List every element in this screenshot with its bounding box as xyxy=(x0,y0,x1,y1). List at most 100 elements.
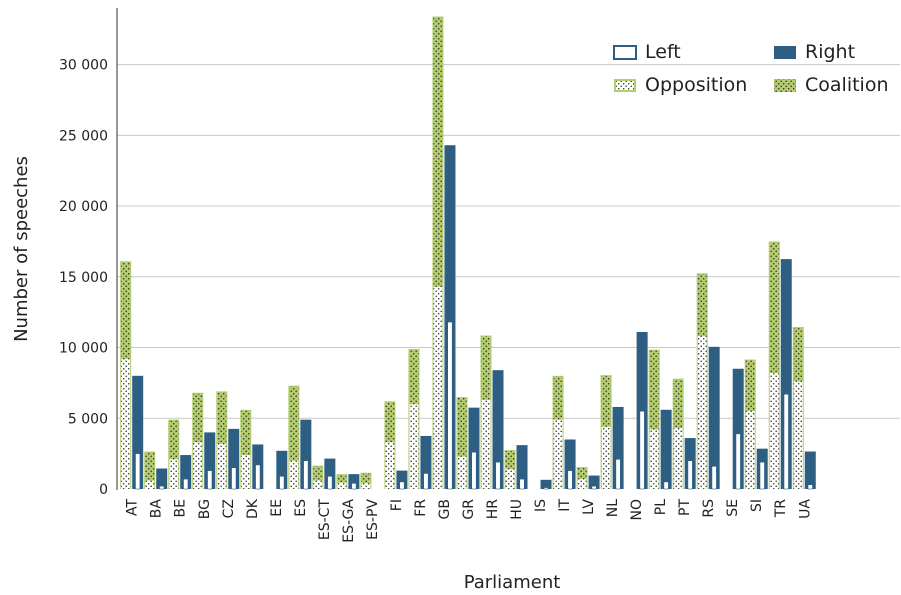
bar-right xyxy=(156,468,168,489)
x-tick-label: NL xyxy=(605,499,621,517)
y-tick-label: 0 xyxy=(99,482,108,498)
legend: Left Right Opposition Coalition xyxy=(613,41,889,96)
bar-right xyxy=(780,259,792,489)
bar-opposition xyxy=(289,460,299,489)
bar-coalition xyxy=(241,410,251,489)
bar-coalition xyxy=(337,475,347,489)
bar-left xyxy=(687,460,693,490)
x-tick-label: EE xyxy=(269,499,285,517)
bar-left xyxy=(519,478,525,490)
x-tick-labels: AT BA BE BG CZ DK EE ES ES-CT ES-GA ES-PV FI FR GB GR H… xyxy=(125,498,814,543)
bar-coalition xyxy=(577,468,587,489)
bar-right xyxy=(420,435,432,489)
bar-left xyxy=(759,461,765,490)
x-tick-label: NO xyxy=(629,499,645,521)
bar-opposition xyxy=(601,426,611,489)
bar-left xyxy=(543,487,549,490)
bar-right xyxy=(732,368,744,489)
bar-coalition xyxy=(361,473,371,489)
bar-left xyxy=(711,466,717,490)
bar-left xyxy=(591,485,597,490)
bar-opposition xyxy=(217,443,227,489)
bar-opposition xyxy=(121,358,131,489)
x-tick-label: TR xyxy=(773,499,789,519)
bar-right xyxy=(180,455,192,489)
bar-right xyxy=(300,419,312,489)
bar-right xyxy=(612,406,624,489)
bar-left xyxy=(183,478,189,490)
legend-label-opposition: Opposition xyxy=(645,74,747,96)
bar-left xyxy=(399,481,405,490)
x-tick-label: HU xyxy=(509,499,525,520)
bar-coalition xyxy=(193,393,203,489)
legend-item-left: Left xyxy=(613,41,681,63)
bar-left xyxy=(135,453,141,490)
bar-coalition xyxy=(457,398,467,489)
x-tick-label: ES xyxy=(293,499,309,517)
x-tick-label: ES-PV xyxy=(365,499,381,540)
bar-left xyxy=(807,484,813,490)
bar-opposition xyxy=(433,286,443,489)
bar-right xyxy=(492,370,504,489)
legend-swatch-coalition xyxy=(774,79,796,92)
legend-label-right: Right xyxy=(805,41,855,63)
bar-left xyxy=(231,467,237,490)
bar-left xyxy=(447,321,453,490)
x-tick-label: AT xyxy=(125,499,141,516)
x-tick-label: UA xyxy=(797,499,813,519)
x-tick-label: GB xyxy=(437,499,453,519)
bar-right xyxy=(804,451,816,489)
x-tick-label: BE xyxy=(173,499,189,517)
bar-left xyxy=(735,433,741,490)
bar-coalition xyxy=(649,350,659,489)
y-tick-label: 15 000 xyxy=(59,270,108,286)
bar-right xyxy=(588,475,600,489)
legend-swatch-left xyxy=(613,45,637,60)
x-tick-label: ES-CT xyxy=(317,499,333,541)
bar-coalition xyxy=(433,17,443,490)
x-tick-label: PL xyxy=(653,499,669,515)
legend-label-left: Left xyxy=(645,41,681,63)
bar-left xyxy=(567,470,573,490)
x-tick-label: BG xyxy=(197,499,213,519)
legend-swatch-opposition-dots xyxy=(616,81,634,90)
bar-right xyxy=(636,331,648,489)
bar-right xyxy=(540,479,552,489)
bar-opposition xyxy=(241,455,251,489)
bar-coalition xyxy=(769,242,779,489)
bar-left xyxy=(639,410,645,490)
y-tick-labels: 0 5 000 10 000 15 000 20 000 25 000 30 000 xyxy=(59,58,108,498)
bar-right xyxy=(708,346,720,489)
y-axis-title: Number of speeches xyxy=(11,156,32,342)
x-tick-label: SI xyxy=(749,499,765,512)
bar-coalition xyxy=(169,420,179,489)
bar-opposition xyxy=(361,483,371,489)
x-tick-label: IS xyxy=(533,499,549,512)
x-tick-label: FR xyxy=(413,499,429,517)
bar-left xyxy=(423,473,429,490)
bar-left xyxy=(207,470,213,490)
bar-left xyxy=(159,485,165,490)
y-tick-label: 10 000 xyxy=(59,341,108,357)
bar-opposition xyxy=(193,442,203,489)
bar-opposition xyxy=(577,479,587,489)
x-tick-label: BA xyxy=(149,499,165,519)
legend-item-coalition: Coalition xyxy=(774,74,889,96)
bar-coalition xyxy=(217,392,227,489)
bar-opposition xyxy=(457,456,467,489)
x-tick-label: LV xyxy=(581,499,597,515)
bar-opposition xyxy=(409,404,419,489)
bar-opposition xyxy=(745,411,755,489)
bar-right xyxy=(660,409,672,489)
x-tick-label: SE xyxy=(725,499,741,517)
bar-left xyxy=(303,460,309,490)
bar-left xyxy=(615,458,621,490)
bar-opposition xyxy=(481,399,491,489)
bar-right xyxy=(564,439,576,489)
x-tick-label: IT xyxy=(557,499,573,512)
bar-right xyxy=(468,407,480,489)
x-tick-label: PT xyxy=(677,499,693,516)
bar-right xyxy=(132,375,144,489)
x-tick-label: CZ xyxy=(221,499,237,518)
